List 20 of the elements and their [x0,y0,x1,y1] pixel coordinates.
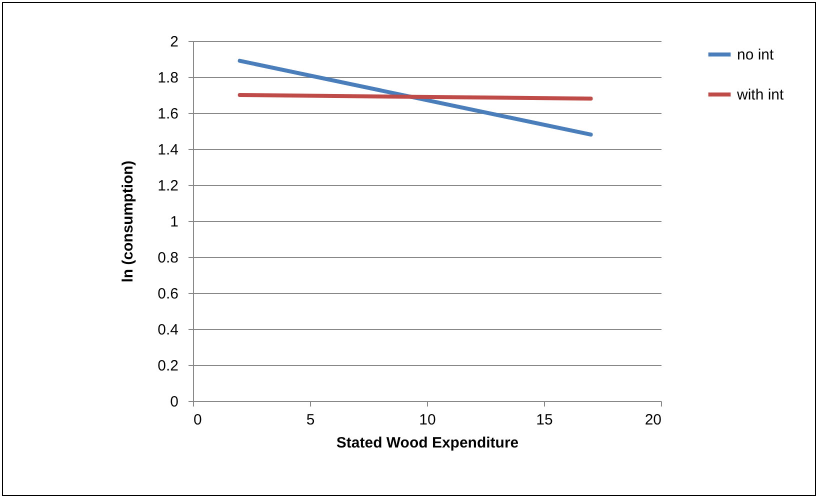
x-tick-label: 20 [644,412,662,428]
x-axis-title: Stated Wood Expenditure [336,434,519,452]
x-tick-label: 10 [419,412,436,428]
y-tick-label: 1 [170,214,178,230]
legend-label: no int [737,46,775,64]
y-tick-label: 2 [170,34,178,50]
legend-label: with int [736,86,785,104]
x-tick-label: 15 [536,412,553,428]
y-tick-label: 0 [170,394,178,410]
y-tick-label: 1.4 [158,142,178,158]
y-tick-label: 0.8 [158,250,178,266]
y-tick-label: 1.2 [158,178,178,194]
y-axis-title: ln (consumption) [120,160,137,282]
y-tick-label: 1.8 [158,70,178,86]
y-tick-label: 1.6 [158,106,178,122]
x-tick-label: 0 [194,412,202,428]
y-tick-label: 0.6 [158,286,178,302]
y-tick-label: 0.4 [158,322,178,338]
y-tick-label: 0.2 [158,358,178,374]
x-tick-label: 5 [306,412,315,428]
